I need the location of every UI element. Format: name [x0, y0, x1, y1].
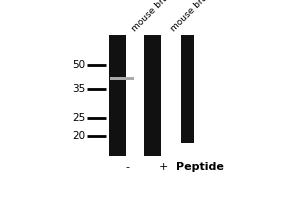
- Bar: [109, 35, 126, 156]
- Text: -: -: [125, 162, 129, 172]
- Bar: [110, 77, 134, 80]
- Text: 20: 20: [72, 131, 85, 141]
- Text: mouse brain: mouse brain: [130, 0, 177, 33]
- Text: 25: 25: [72, 113, 85, 123]
- Text: 50: 50: [72, 60, 85, 70]
- Text: Peptide: Peptide: [176, 162, 224, 172]
- Text: +: +: [158, 162, 168, 172]
- Bar: [144, 35, 161, 156]
- Bar: [181, 35, 194, 143]
- Text: mouse brain: mouse brain: [169, 0, 215, 33]
- Text: 35: 35: [72, 84, 85, 94]
